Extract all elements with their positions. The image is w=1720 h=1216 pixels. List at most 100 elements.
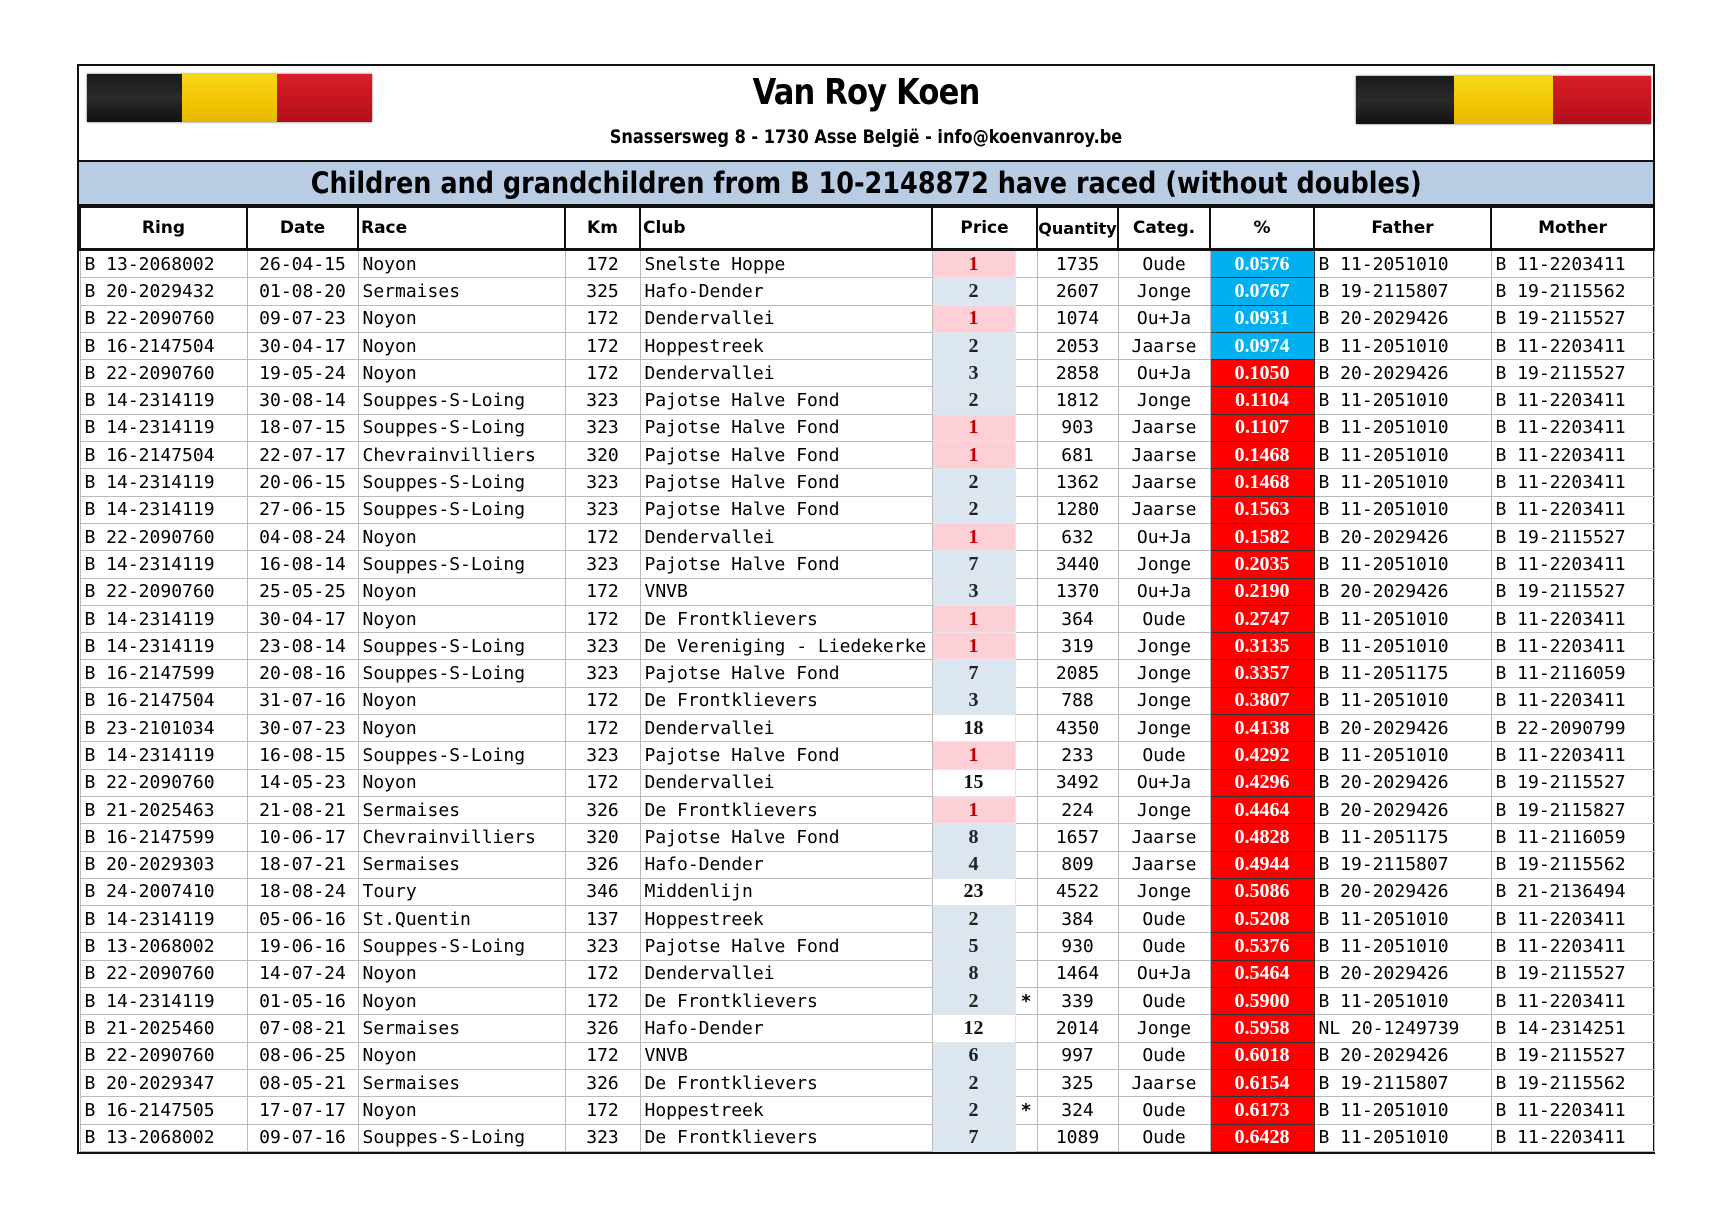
cell-date: 22-07-17 xyxy=(246,441,359,470)
cell-mother: B 14-2314251 xyxy=(1490,1014,1655,1043)
cell-price: 2 xyxy=(931,1068,1016,1098)
cell-categ: Ou+Ja xyxy=(1117,959,1211,989)
cell-star xyxy=(1014,550,1038,579)
cell-price: 1 xyxy=(931,741,1016,770)
cell-categ: Oude xyxy=(1117,905,1211,934)
cell-star xyxy=(1014,441,1038,470)
cell-mother: B 19-2115527 xyxy=(1490,577,1655,606)
cell-star xyxy=(1014,795,1038,825)
cell-club: Dendervallei xyxy=(639,768,933,797)
cell-quantity: 1362 xyxy=(1036,468,1119,497)
cell-race: Souppes-S-Loing xyxy=(357,550,566,579)
cell-father: B 11-2051010 xyxy=(1313,987,1492,1016)
cell-km: 326 xyxy=(564,850,641,879)
cell-mother: B 19-2115527 xyxy=(1490,959,1655,989)
cell-price: 2 xyxy=(931,1096,1016,1125)
cell-ring: B 20-2029303 xyxy=(79,850,248,879)
cell-ring: B 16-2147599 xyxy=(79,659,248,688)
cell-date: 19-06-16 xyxy=(246,932,359,961)
cell-categ: Oude xyxy=(1117,741,1211,770)
cell-mother: B 19-2115827 xyxy=(1490,795,1655,825)
cell-categ: Jaarse xyxy=(1117,413,1211,443)
table-row: B 22-2090760 14-07-24 Noyon 172 Dendervallei… xyxy=(79,959,1655,989)
cell-race: Noyon xyxy=(357,304,566,333)
cell-date: 30-07-23 xyxy=(246,714,359,743)
col-price: Price xyxy=(931,206,1038,251)
cell-mother: B 11-2203411 xyxy=(1490,1096,1655,1125)
cell-club: De Frontklievers xyxy=(639,686,933,716)
table-row: B 16-2147505 17-07-17 Noyon 172 Hoppestreek 2… xyxy=(79,1096,1655,1125)
cell-mother: B 11-2203411 xyxy=(1490,905,1655,934)
cell-father: B 20-2029426 xyxy=(1313,877,1492,907)
cell-club: Hoppestreek xyxy=(639,331,933,361)
cell-race: Souppes-S-Loing xyxy=(357,386,566,415)
cell-km: 323 xyxy=(564,659,641,688)
cell-percent: 0.4944 xyxy=(1209,850,1315,879)
cell-categ: Oude xyxy=(1117,1041,1211,1070)
cell-categ: Ou+Ja xyxy=(1117,577,1211,606)
cell-star: * xyxy=(1014,987,1038,1016)
cell-father: B 11-2051010 xyxy=(1313,905,1492,934)
cell-date: 18-08-24 xyxy=(246,877,359,907)
cell-ring: B 14-2314119 xyxy=(79,905,248,934)
cell-father: B 19-2115807 xyxy=(1313,1068,1492,1098)
cell-star xyxy=(1014,359,1038,388)
cell-categ: Jonge xyxy=(1117,550,1211,579)
cell-club: Dendervallei xyxy=(639,714,933,743)
cell-mother: B 19-2115527 xyxy=(1490,768,1655,797)
cell-price: 3 xyxy=(931,577,1016,606)
table-row: B 16-2147504 22-07-17 Chevrainvilliers 320 P… xyxy=(79,441,1655,470)
cell-race: Noyon xyxy=(357,604,566,634)
table-row: B 14-2314119 05-06-16 St.Quentin 137 Hoppest… xyxy=(79,905,1655,934)
cell-quantity: 1370 xyxy=(1036,577,1119,606)
cell-price: 2 xyxy=(931,386,1016,415)
cell-price: 2 xyxy=(931,905,1016,934)
cell-father: B 11-2051010 xyxy=(1313,386,1492,415)
col-categ: Categ. xyxy=(1117,206,1211,251)
cell-mother: B 11-2116059 xyxy=(1490,659,1655,688)
cell-percent: 0.4138 xyxy=(1209,714,1315,743)
sheet-header: Van Roy Koen Snassersweg 8 - 1730 Asse B… xyxy=(79,66,1653,160)
cell-star xyxy=(1014,741,1038,770)
col-mother: Mother xyxy=(1490,206,1655,251)
cell-quantity: 809 xyxy=(1036,850,1119,879)
cell-race: Noyon xyxy=(357,768,566,797)
cell-star xyxy=(1014,877,1038,907)
cell-percent: 0.0576 xyxy=(1209,248,1315,279)
cell-ring: B 14-2314119 xyxy=(79,386,248,415)
cell-categ: Jonge xyxy=(1117,386,1211,415)
cell-km: 323 xyxy=(564,386,641,415)
cell-race: Noyon xyxy=(357,248,566,279)
cell-ring: B 22-2090760 xyxy=(79,768,248,797)
table-row: B 24-2007410 18-08-24 Toury 346 Middenlijn 23… xyxy=(79,877,1655,907)
cell-race: Souppes-S-Loing xyxy=(357,741,566,770)
cell-percent: 0.2747 xyxy=(1209,604,1315,634)
col-race: Race xyxy=(357,206,566,251)
table-row: B 14-2314119 30-04-17 Noyon 172 De Frontklie… xyxy=(79,604,1655,634)
cell-km: 323 xyxy=(564,550,641,579)
cell-percent: 0.0974 xyxy=(1209,331,1315,361)
cell-mother: B 19-2115527 xyxy=(1490,359,1655,388)
cell-mother: B 11-2203411 xyxy=(1490,932,1655,961)
cell-km: 320 xyxy=(564,823,641,852)
cell-mother: B 22-2090799 xyxy=(1490,714,1655,743)
table-row: B 13-2068002 26-04-15 Noyon 172 Snelste Hopp… xyxy=(79,248,1655,279)
cell-mother: B 11-2203411 xyxy=(1490,550,1655,579)
cell-star xyxy=(1014,386,1038,415)
cell-categ: Jonge xyxy=(1117,659,1211,688)
cell-percent: 0.2190 xyxy=(1209,577,1315,606)
cell-star xyxy=(1014,1068,1038,1098)
table-row: B 14-2314119 18-07-15 Souppes-S-Loing 323 Pa… xyxy=(79,413,1655,443)
cell-km: 326 xyxy=(564,1014,641,1043)
cell-father: B 11-2051010 xyxy=(1313,331,1492,361)
cell-father: B 11-2051010 xyxy=(1313,248,1492,279)
cell-date: 10-06-17 xyxy=(246,823,359,852)
cell-quantity: 903 xyxy=(1036,413,1119,443)
cell-km: 325 xyxy=(564,277,641,306)
cell-percent: 0.1563 xyxy=(1209,495,1315,524)
cell-quantity: 1812 xyxy=(1036,386,1119,415)
cell-mother: B 19-2115527 xyxy=(1490,1041,1655,1070)
cell-quantity: 2607 xyxy=(1036,277,1119,306)
cell-categ: Ou+Ja xyxy=(1117,522,1211,552)
cell-club: Dendervallei xyxy=(639,359,933,388)
